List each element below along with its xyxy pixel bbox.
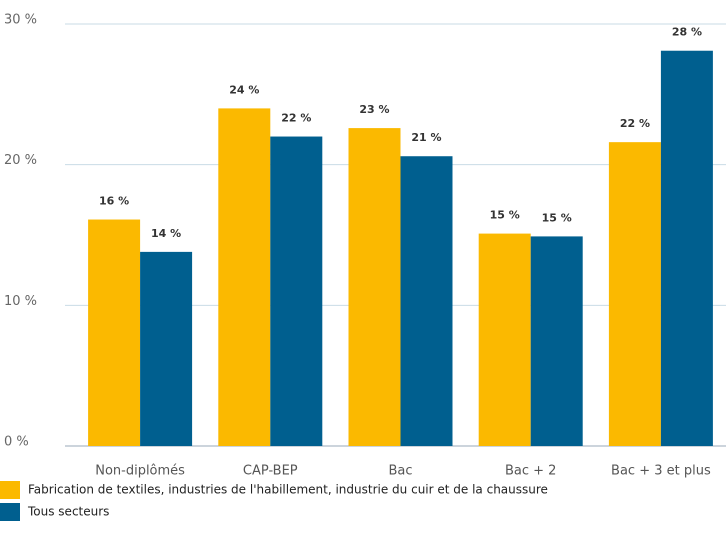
value-label: 21 % <box>411 131 441 144</box>
value-label: 15 % <box>490 209 520 222</box>
legend-swatch <box>0 481 20 499</box>
bar <box>140 251 193 446</box>
value-label: 22 % <box>281 112 311 125</box>
x-tick-label: Bac + 2 <box>505 464 556 479</box>
legend-swatch <box>0 503 20 521</box>
x-tick-label: CAP-BEP <box>243 464 298 479</box>
value-label: 14 % <box>151 227 181 240</box>
legend-label: Tous secteurs <box>27 505 109 519</box>
bar <box>348 128 401 447</box>
y-tick-label: 30 % <box>4 13 37 28</box>
bar <box>218 108 271 447</box>
y-tick-label: 0 % <box>4 435 29 450</box>
bar <box>660 50 713 447</box>
x-tick-label: Non-diplômés <box>95 464 185 479</box>
value-label: 23 % <box>359 103 389 116</box>
bar <box>478 233 531 446</box>
y-tick-label: 20 % <box>4 153 37 168</box>
x-tick-label: Bac + 3 et plus <box>611 464 711 479</box>
value-label: 22 % <box>620 117 650 130</box>
x-tick-label: Bac <box>388 464 412 479</box>
value-label: 15 % <box>542 211 572 224</box>
bar <box>270 136 323 447</box>
y-tick-label: 10 % <box>4 294 37 309</box>
value-label: 28 % <box>672 26 702 39</box>
bar <box>88 219 141 446</box>
bar <box>608 142 661 446</box>
value-label: 16 % <box>99 195 129 208</box>
bar <box>400 156 453 446</box>
value-label: 24 % <box>229 83 259 96</box>
legend-label: Fabrication de textiles, industries de l… <box>28 483 548 497</box>
bar <box>530 236 583 446</box>
